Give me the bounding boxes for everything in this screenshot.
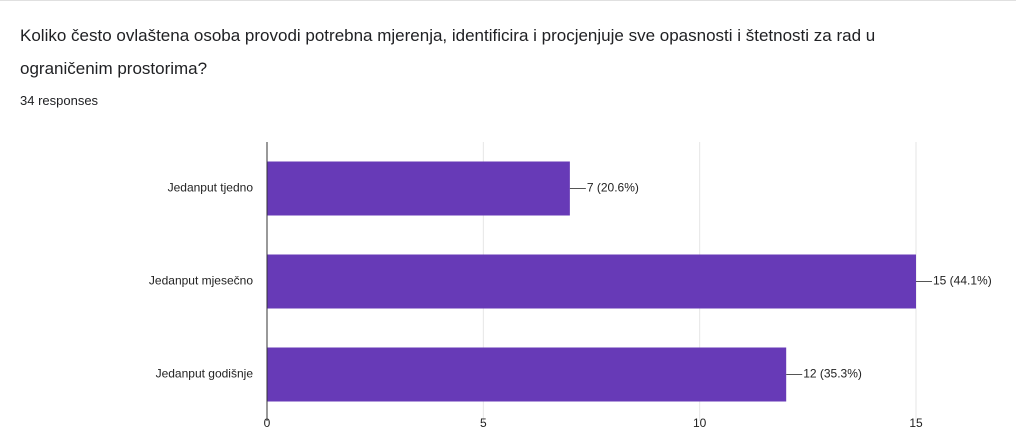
x-tick-label: 5 xyxy=(480,416,487,430)
x-tick-label: 10 xyxy=(693,416,707,430)
value-label: 7 (20.6%) xyxy=(587,181,639,195)
value-label: 12 (35.3%) xyxy=(803,367,862,381)
y-tick-label: Jedanput mjesečno xyxy=(149,274,253,288)
x-tick-label: 0 xyxy=(264,416,271,430)
x-tick-label: 15 xyxy=(909,416,923,430)
bar xyxy=(267,347,787,402)
chart-subtitle: 34 responses xyxy=(20,93,99,108)
bar xyxy=(267,161,570,216)
y-tick-label: Jedanput godišnje xyxy=(156,367,254,381)
bar xyxy=(267,254,916,309)
value-label: 15 (44.1%) xyxy=(933,274,992,288)
y-tick-label: Jedanput tjedno xyxy=(168,181,254,195)
chart-title: Koliko često ovlaštena osoba provodi pot… xyxy=(20,26,876,78)
